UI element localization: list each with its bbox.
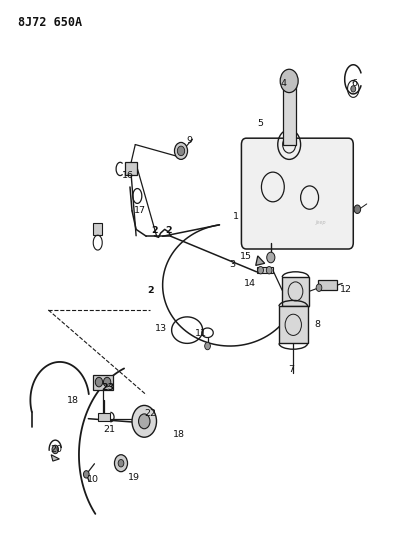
Polygon shape (283, 81, 296, 144)
Circle shape (351, 86, 356, 92)
Text: 23: 23 (101, 383, 114, 392)
Text: 8J72 650A: 8J72 650A (18, 16, 82, 29)
Polygon shape (51, 455, 59, 461)
Circle shape (95, 377, 103, 387)
Circle shape (267, 252, 275, 263)
Circle shape (177, 146, 185, 156)
Circle shape (83, 471, 89, 478)
FancyBboxPatch shape (241, 138, 353, 249)
Text: 13: 13 (155, 324, 166, 333)
Text: 18: 18 (173, 430, 185, 439)
Circle shape (115, 455, 127, 472)
Text: 9: 9 (186, 136, 192, 145)
Circle shape (280, 69, 298, 93)
Text: 22: 22 (144, 409, 157, 418)
Text: 21: 21 (104, 425, 115, 434)
Text: 4: 4 (280, 79, 286, 88)
Circle shape (354, 205, 360, 214)
Text: 6: 6 (351, 79, 358, 88)
Text: 1: 1 (233, 212, 239, 221)
Circle shape (118, 459, 124, 467)
Polygon shape (256, 266, 273, 273)
Text: 8: 8 (315, 320, 321, 329)
Circle shape (316, 284, 322, 292)
Text: 16: 16 (122, 171, 134, 180)
Text: 15: 15 (240, 253, 252, 262)
Circle shape (258, 266, 263, 274)
Text: 17: 17 (134, 206, 146, 215)
Circle shape (266, 266, 272, 274)
Polygon shape (98, 413, 111, 421)
Polygon shape (125, 162, 137, 175)
Circle shape (175, 142, 187, 159)
Text: 2: 2 (147, 286, 154, 295)
Text: 19: 19 (128, 473, 140, 482)
Text: 12: 12 (340, 285, 352, 294)
Text: 3: 3 (229, 261, 235, 269)
Circle shape (52, 445, 58, 454)
Circle shape (132, 406, 157, 437)
Circle shape (139, 414, 150, 429)
Circle shape (205, 342, 210, 350)
Polygon shape (318, 280, 337, 290)
Polygon shape (93, 223, 102, 235)
Text: Jeep: Jeep (316, 220, 326, 225)
Polygon shape (279, 306, 307, 343)
Text: 5: 5 (258, 119, 263, 128)
Text: 2: 2 (166, 226, 172, 235)
Text: 20: 20 (51, 445, 62, 454)
Polygon shape (256, 256, 265, 265)
Polygon shape (282, 277, 309, 306)
Text: 7: 7 (288, 366, 294, 374)
Circle shape (104, 377, 111, 387)
Text: 2: 2 (151, 226, 158, 235)
Polygon shape (93, 375, 113, 390)
Text: 14: 14 (245, 279, 256, 288)
Text: 11: 11 (195, 329, 208, 338)
Text: 10: 10 (87, 475, 99, 484)
Text: 18: 18 (67, 395, 79, 405)
